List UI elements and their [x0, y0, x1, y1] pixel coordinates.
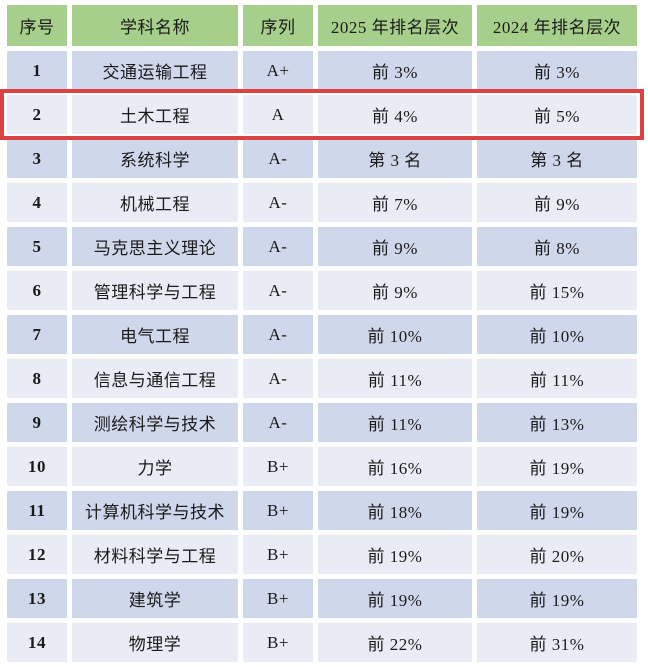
subject-name-cell: 管理科学与工程 — [72, 271, 238, 310]
subject-name-cell: 测绘科学与技术 — [72, 403, 238, 442]
subject-name-cell: 物理学 — [72, 623, 238, 662]
header-rank-2024: 2024 年排名层次 — [477, 5, 637, 46]
grade-cell: A- — [243, 315, 313, 354]
table-header-row: 序号 学科名称 序列 2025 年排名层次 2024 年排名层次 — [7, 5, 637, 46]
table-row: 9 测绘科学与技术 A- 前 11% 前 13% — [7, 403, 637, 442]
rank-2024-cell: 前 5% — [477, 95, 637, 134]
rank-2024-cell: 前 19% — [477, 491, 637, 530]
rank-2025-cell: 前 11% — [318, 403, 472, 442]
rank-2024-cell: 前 15% — [477, 271, 637, 310]
rank-2024-cell: 前 31% — [477, 623, 637, 662]
rank-2025-cell: 前 16% — [318, 447, 472, 486]
rank-2025-cell: 前 22% — [318, 623, 472, 662]
row-number-cell: 7 — [7, 315, 67, 354]
header-rank-2025: 2025 年排名层次 — [318, 5, 472, 46]
grade-cell: B+ — [243, 447, 313, 486]
subject-name-cell: 材料科学与工程 — [72, 535, 238, 574]
row-number-cell: 11 — [7, 491, 67, 530]
rank-2025-cell: 前 7% — [318, 183, 472, 222]
row-number-cell: 8 — [7, 359, 67, 398]
row-number-cell: 14 — [7, 623, 67, 662]
grade-cell: A- — [243, 359, 313, 398]
grade-cell: A — [243, 95, 313, 134]
grade-cell: B+ — [243, 579, 313, 618]
table-row: 11 计算机科学与技术 B+ 前 18% 前 19% — [7, 491, 637, 530]
subject-name-cell: 机械工程 — [72, 183, 238, 222]
table-row: 3 系统科学 A- 第 3 名第 3 名 — [7, 139, 637, 178]
rank-2024-cell: 前 20% — [477, 535, 637, 574]
table-row: 1 交通运输工程 A+ 前 3% 前 3% — [7, 51, 637, 90]
table-row: 4 机械工程 A- 前 7% 前 9% — [7, 183, 637, 222]
subject-name-cell: 电气工程 — [72, 315, 238, 354]
subject-name-cell: 计算机科学与技术 — [72, 491, 238, 530]
grade-cell: B+ — [243, 491, 313, 530]
rank-2025-cell: 前 9% — [318, 271, 472, 310]
subject-name-cell: 土木工程 — [72, 95, 238, 134]
row-number-cell: 3 — [7, 139, 67, 178]
row-number-cell: 4 — [7, 183, 67, 222]
table-row: 13 建筑学 B+ 前 19% 前 19% — [7, 579, 637, 618]
rank-2024-cell: 前 19% — [477, 579, 637, 618]
subject-name-cell: 系统科学 — [72, 139, 238, 178]
table-row: 8 信息与通信工程 A- 前 11% 前 11% — [7, 359, 637, 398]
grade-cell: A- — [243, 403, 313, 442]
rank-2025-cell: 前 19% — [318, 579, 472, 618]
header-grade: 序列 — [243, 5, 313, 46]
row-number-cell: 5 — [7, 227, 67, 266]
rank-2024-cell: 前 11% — [477, 359, 637, 398]
row-number-cell: 1 — [7, 51, 67, 90]
subject-name-cell: 建筑学 — [72, 579, 238, 618]
table-row: 6 管理科学与工程 A- 前 9% 前 15% — [7, 271, 637, 310]
rank-2025-cell: 前 3% — [318, 51, 472, 90]
table-row-highlighted: 2 土木工程 A 前 4% 前 5% — [7, 95, 637, 134]
row-number-cell: 6 — [7, 271, 67, 310]
subject-name-cell: 交通运输工程 — [72, 51, 238, 90]
subject-name-cell: 信息与通信工程 — [72, 359, 238, 398]
grade-cell: B+ — [243, 623, 313, 662]
header-row-number: 序号 — [7, 5, 67, 46]
rank-2024-cell: 前 3% — [477, 51, 637, 90]
row-number-cell: 13 — [7, 579, 67, 618]
rank-2025-cell: 前 19% — [318, 535, 472, 574]
table-row: 14 物理学 B+ 前 22% 前 31% — [7, 623, 637, 662]
table-row: 10 力学 B+ 前 16% 前 19% — [7, 447, 637, 486]
row-number-cell: 12 — [7, 535, 67, 574]
rank-2024-cell: 前 13% — [477, 403, 637, 442]
grade-cell: A- — [243, 139, 313, 178]
row-number-cell: 10 — [7, 447, 67, 486]
rank-2024-cell: 前 9% — [477, 183, 637, 222]
rank-2025-cell: 第 3 名 — [318, 139, 472, 178]
rank-2025-cell: 前 18% — [318, 491, 472, 530]
rank-2025-cell: 前 9% — [318, 227, 472, 266]
grade-cell: A- — [243, 271, 313, 310]
header-subject-name: 学科名称 — [72, 5, 238, 46]
grade-cell: A+ — [243, 51, 313, 90]
rank-2024-cell: 前 10% — [477, 315, 637, 354]
rank-2025-cell: 前 4% — [318, 95, 472, 134]
rank-2024-cell: 前 8% — [477, 227, 637, 266]
row-number-cell: 2 — [7, 95, 67, 134]
table-body: 1 交通运输工程 A+ 前 3% 前 3% 2 土木工程 A 前 4% 前 5% 3 系统科学 A- 第 … — [7, 51, 637, 662]
row-number-cell: 9 — [7, 403, 67, 442]
grade-cell: B+ — [243, 535, 313, 574]
rank-2024-cell: 第 3 名 — [477, 139, 637, 178]
table-row: 12 材料科学与工程 B+ 前 19% 前 20% — [7, 535, 637, 574]
rank-2025-cell: 前 10% — [318, 315, 472, 354]
subject-name-cell: 马克思主义理论 — [72, 227, 238, 266]
rank-2024-cell: 前 19% — [477, 447, 637, 486]
grade-cell: A- — [243, 183, 313, 222]
rank-2025-cell: 前 11% — [318, 359, 472, 398]
subject-name-cell: 力学 — [72, 447, 238, 486]
table-row: 7 电气工程 A- 前 10% 前 10% — [7, 315, 637, 354]
grade-cell: A- — [243, 227, 313, 266]
table-row: 5 马克思主义理论 A- 前 9% 前 8% — [7, 227, 637, 266]
